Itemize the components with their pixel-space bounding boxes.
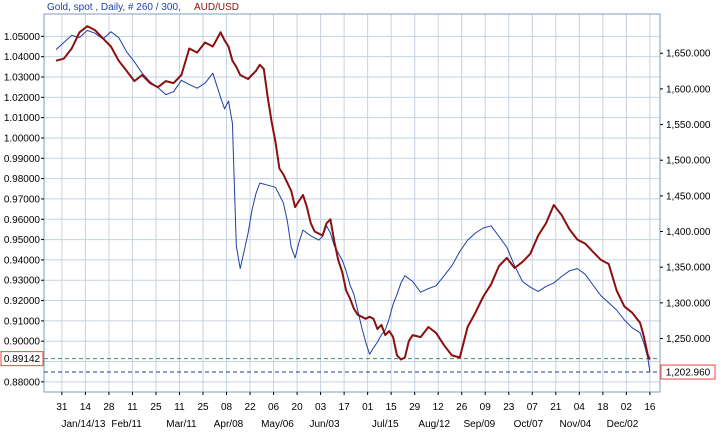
x-month-label: Sep/09 [464, 419, 496, 430]
right-tick-label: 1,350.000 [666, 263, 711, 274]
x-month-label: Mar/11 [166, 419, 197, 430]
x-tick-label: 15 [386, 402, 398, 413]
x-tick-label: 08 [221, 402, 233, 413]
gold-series-line [55, 29, 651, 373]
x-month-label: Dec/02 [607, 419, 639, 430]
x-tick-label: 25 [150, 402, 162, 413]
x-tick-label: 06 [268, 402, 280, 413]
left-tick-label: 0.94000 [4, 255, 41, 266]
x-month-label: Jan/14/13 [61, 419, 105, 430]
x-month-label: Aug/12 [418, 419, 450, 430]
x-tick-label: 01 [362, 402, 374, 413]
x-axis: 31 14 28 11 25 11 25 08 22 06 20 03 17 01 15 29 12 26 09 23… [56, 392, 656, 430]
left-tick-label: 0.95000 [4, 235, 41, 246]
series-layer [55, 25, 651, 373]
x-tick-label: 02 [621, 402, 633, 413]
left-tick-label: 1.03000 [4, 73, 41, 84]
gold-last-value-label: 1,202.960 [666, 368, 711, 379]
x-tick-label: 23 [503, 402, 515, 413]
left-tick-label: 1.05000 [4, 32, 41, 43]
x-month-label: Nov/04 [560, 419, 592, 430]
gridlines [44, 14, 660, 392]
left-tick-label: 0.92000 [4, 296, 41, 307]
x-tick-label: 31 [56, 402, 68, 413]
left-tick-label: 0.88000 [4, 377, 41, 388]
left-tick-label: 0.91000 [4, 316, 41, 327]
chart-title: Gold, spot , Daily, # 260 / 300, AUD/USD [47, 2, 239, 13]
left-tick-label: 1.00000 [4, 133, 41, 144]
right-tick-label: 1,600.000 [666, 84, 711, 95]
left-tick-label: 1.01000 [4, 113, 41, 124]
x-month-label: Feb/11 [111, 419, 142, 430]
title-gold-series: Gold, spot , Daily, # 260 / 300, [47, 2, 181, 13]
right-tick-label: 1,300.000 [666, 298, 711, 309]
right-tick-label: 1,400.000 [666, 227, 711, 238]
right-tick-label: 1,650.000 [666, 49, 711, 60]
x-tick-label: 17 [339, 402, 351, 413]
left-tick-label: 0.99000 [4, 154, 41, 165]
aud-last-value-box [0, 351, 44, 367]
left-tick-label: 0.93000 [4, 276, 41, 287]
right-tick-label: 1,250.000 [666, 334, 711, 345]
x-tick-label: 21 [550, 402, 562, 413]
left-tick-label: 0.96000 [4, 215, 41, 226]
x-tick-label: 09 [480, 402, 492, 413]
plot-frame [43, 13, 661, 393]
x-tick-label: 03 [315, 402, 327, 413]
x-tick-label: 07 [527, 402, 539, 413]
gold-last-value-box [660, 364, 716, 380]
left-tick-label: 0.98000 [4, 174, 41, 185]
reference-lines [44, 358, 660, 373]
aud-series-line [55, 25, 651, 361]
right-tick-label: 1,450.000 [666, 191, 711, 202]
x-tick-label: 28 [103, 402, 115, 413]
x-tick-label: 04 [574, 402, 586, 413]
x-month-label: Apr/08 [214, 419, 244, 430]
right-axis: 1,250.000 1,300.000 1,350.000 1,400.000 1,45… [660, 49, 711, 345]
right-tick-label: 1,550.000 [666, 120, 711, 131]
x-tick-label: 11 [127, 402, 138, 413]
left-axis: 0.880000.890000.900000.910000.920000.930… [4, 32, 44, 388]
x-tick-label: 26 [456, 402, 468, 413]
title-aud-series: AUD/USD [194, 2, 239, 13]
x-tick-label: 20 [292, 402, 304, 413]
right-tick-label: 1,500.000 [666, 156, 711, 167]
left-tick-label: 1.04000 [4, 52, 41, 63]
x-month-label: May/06 [261, 419, 294, 430]
x-tick-label: 12 [433, 402, 445, 413]
last-value-markers: 0.89142 1,202.960 [0, 351, 716, 380]
aud-last-value-label: 0.89142 [4, 354, 41, 365]
left-tick-label: 0.90000 [4, 337, 41, 348]
x-tick-label: 11 [174, 402, 185, 413]
left-tick-label: 1.02000 [4, 93, 41, 104]
x-month-label: Jul/15 [372, 419, 399, 430]
x-tick-label: 14 [80, 402, 92, 413]
x-month-label: Oct/07 [514, 419, 544, 430]
x-month-label: Jun/03 [310, 419, 340, 430]
x-tick-label: 29 [409, 402, 421, 413]
x-tick-label: 22 [244, 402, 256, 413]
left-tick-label: 0.97000 [4, 194, 41, 205]
x-tick-label: 16 [644, 402, 656, 413]
x-tick-label: 25 [197, 402, 209, 413]
x-tick-label: 18 [597, 402, 609, 413]
